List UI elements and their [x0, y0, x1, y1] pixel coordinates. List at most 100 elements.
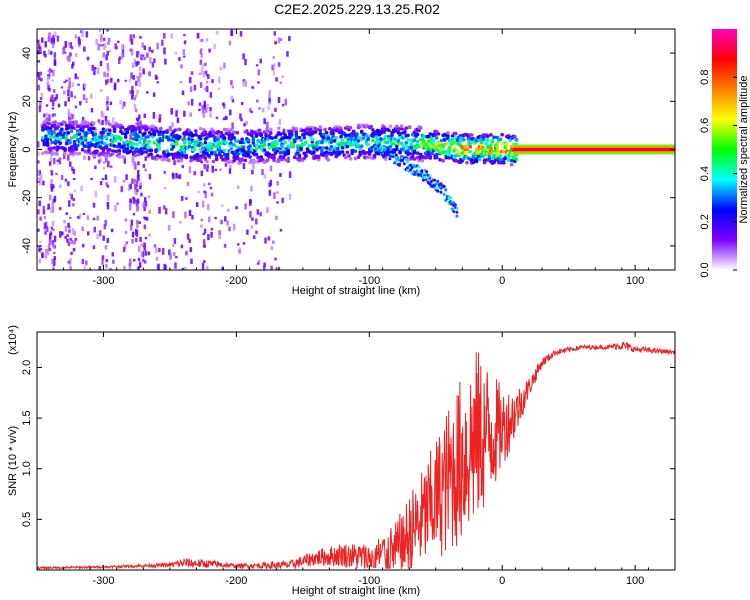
- noise-speckle: [140, 57, 143, 61]
- noise-speckle: [52, 39, 55, 45]
- ridge-cell: [374, 131, 378, 136]
- noise-speckle: [145, 216, 149, 221]
- noise-speckle: [53, 158, 56, 165]
- noise-speckle: [104, 174, 108, 181]
- noise-speckle: [197, 190, 200, 194]
- noise-speckle: [104, 245, 108, 250]
- ridge-cell: [178, 127, 182, 132]
- ridge-cell: [331, 131, 335, 135]
- noise-speckle: [56, 159, 60, 163]
- noise-speckle: [255, 230, 258, 234]
- noise-speckle: [144, 201, 148, 207]
- ridge-cell: [224, 140, 228, 145]
- noise-speckle: [251, 169, 254, 175]
- noise-speckle: [53, 258, 56, 266]
- ridge-cell: [45, 140, 50, 145]
- noise-speckle: [92, 245, 96, 250]
- noise-speckle: [95, 38, 98, 46]
- noise-speckle: [125, 174, 128, 181]
- noise-speckle: [136, 51, 139, 58]
- noise-speckle: [53, 113, 56, 117]
- ridge-cell: [120, 125, 125, 130]
- noise-speckle: [133, 181, 137, 185]
- noise-speckle: [131, 62, 135, 68]
- noise-speckle: [86, 215, 90, 221]
- noise-speckle: [106, 237, 110, 244]
- ridge-cell: [363, 155, 367, 159]
- ridge-cell: [297, 135, 302, 140]
- branch-cell: [409, 168, 413, 172]
- ridge-cell: [396, 127, 401, 132]
- noise-speckle: [48, 114, 51, 122]
- noise-speckle: [71, 166, 74, 171]
- noise-speckle: [68, 260, 72, 265]
- ridge-cell: [144, 124, 149, 129]
- ridge-cell: [243, 158, 248, 163]
- noise-speckle: [240, 118, 243, 122]
- y-tick-label: -40: [21, 238, 33, 254]
- ridge-cell: [189, 158, 193, 163]
- noise-speckle: [49, 98, 53, 102]
- noise-speckle: [55, 172, 58, 176]
- noise-speckle: [129, 133, 132, 141]
- ridge-cell: [321, 146, 326, 150]
- noise-speckle: [90, 177, 93, 180]
- noise-speckle: [172, 211, 175, 218]
- noise-speckle: [136, 222, 139, 229]
- noise-speckle: [132, 200, 136, 205]
- ridge-cell: [56, 146, 61, 150]
- ridge-cell: [171, 156, 176, 161]
- noise-speckle: [144, 135, 147, 139]
- ridge-cell: [259, 155, 264, 159]
- ridge-cell: [304, 131, 308, 136]
- ridge-cell: [198, 137, 203, 141]
- noise-speckle: [106, 103, 109, 108]
- noise-speckle: [119, 99, 122, 105]
- ridge-cell: [50, 140, 55, 145]
- ridge-cell: [117, 155, 122, 159]
- noise-speckle: [143, 260, 147, 264]
- ridge-cell: [77, 151, 82, 156]
- noise-speckle: [190, 98, 194, 106]
- noise-speckle: [112, 259, 115, 264]
- noise-speckle: [51, 42, 55, 49]
- ridge-cell: [166, 153, 171, 157]
- noise-speckle: [59, 231, 62, 238]
- ridge-cell: [218, 145, 222, 150]
- noise-speckle: [279, 173, 282, 177]
- noise-speckle: [71, 64, 74, 69]
- noise-speckle: [105, 54, 108, 61]
- noise-speckle: [224, 163, 228, 167]
- ridge-cell: [87, 130, 91, 134]
- noise-speckle: [53, 245, 56, 249]
- ridge-cell: [155, 129, 160, 133]
- noise-speckle: [71, 114, 75, 119]
- noise-speckle: [50, 121, 54, 126]
- noise-speckle: [152, 112, 156, 119]
- noise-speckle: [43, 50, 46, 56]
- y-tick-label: 1.5: [21, 410, 33, 425]
- noise-speckle: [284, 98, 288, 106]
- ridge-cell: [235, 145, 240, 149]
- noise-speckle: [187, 101, 191, 106]
- ridge-cell: [243, 139, 248, 144]
- noise-speckle: [99, 60, 103, 67]
- ridge-cell: [74, 134, 78, 139]
- ridge-cell: [92, 153, 96, 158]
- ridge-cell: [428, 155, 433, 159]
- ridge-cell: [283, 140, 287, 144]
- noise-speckle: [204, 107, 208, 113]
- noise-speckle: [268, 96, 271, 103]
- ridge-cell: [463, 144, 468, 148]
- ridge-cell: [166, 158, 171, 163]
- noise-speckle: [188, 238, 191, 243]
- noise-speckle: [131, 178, 134, 184]
- ridge-cell: [85, 124, 90, 129]
- noise-speckle: [203, 228, 207, 234]
- noise-speckle: [104, 219, 107, 227]
- noise-speckle: [107, 160, 110, 168]
- noise-speckle: [207, 203, 210, 211]
- noise-speckle: [60, 86, 64, 89]
- ridge-cell: [431, 144, 436, 148]
- ridge-cell: [112, 127, 117, 132]
